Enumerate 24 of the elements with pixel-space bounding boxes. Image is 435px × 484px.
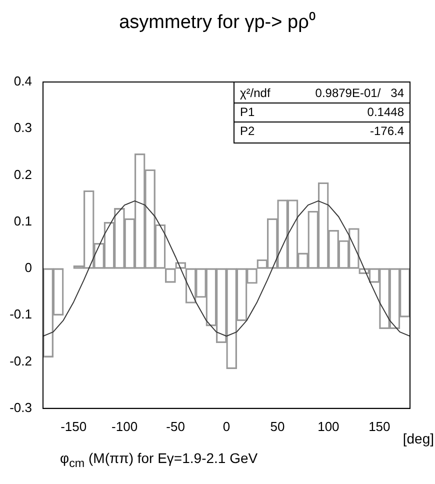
x-tick-label: 150 — [368, 418, 390, 434]
annotation: χ²/ndf — [240, 86, 271, 100]
x-tick-label: 0 — [222, 418, 230, 434]
x-tick-label: 100 — [318, 418, 340, 434]
x-tick-label: -50 — [166, 418, 185, 434]
y-tick-label: -0.3 — [10, 400, 32, 415]
y-tick-label: 0.3 — [14, 120, 32, 136]
y-tick-label: -0.2 — [10, 353, 32, 368]
annotation: 0.9879E-01/ 34 — [315, 86, 404, 100]
annotation: P2 — [240, 124, 256, 138]
annotation: -176.4 — [370, 124, 404, 138]
y-tick-label: 0 — [24, 260, 32, 276]
x-tick-label: 50 — [270, 418, 285, 434]
y-tick-label: 0.1 — [14, 213, 32, 228]
y-tick-label: 0.2 — [14, 166, 32, 182]
y-tick-label: -0.1 — [10, 306, 32, 322]
annotation: 0.1448 — [367, 104, 404, 119]
x-tick-label: -100 — [112, 418, 138, 434]
text: [deg] — [402, 430, 434, 446]
x-tick-label: -150 — [60, 418, 87, 434]
annotation: P1 — [240, 104, 256, 119]
chart-title: asymmetry for γp-> pρ⁰ — [118, 10, 317, 34]
x-axis-title: φ$_{cm}$ (M(ππ) for Eγ=1.9-2.1 GeV — [60, 450, 258, 470]
y-tick-label: 0.4 — [14, 74, 32, 89]
